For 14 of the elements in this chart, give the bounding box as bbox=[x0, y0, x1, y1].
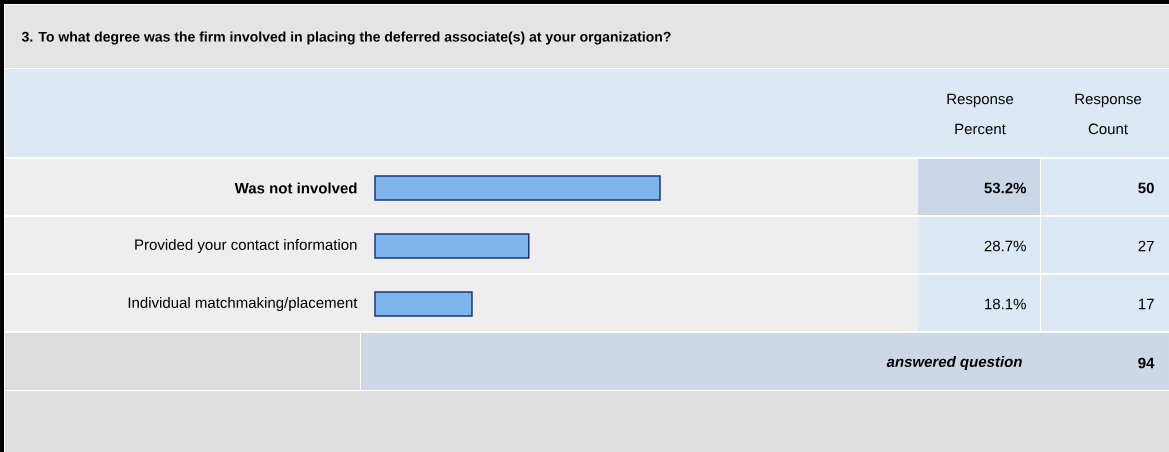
text: 50 bbox=[1138, 182, 1154, 194]
text: 27 bbox=[1138, 240, 1154, 252]
data-label: 18.1% bbox=[985, 298, 1026, 310]
y-tick-label: Was not involved bbox=[234, 182, 357, 194]
y-tick-label: Individual matchmaking/placement bbox=[128, 297, 358, 311]
text: answered question bbox=[886, 356, 1022, 370]
data-label: 28.7% bbox=[984, 240, 1026, 252]
text: 17 bbox=[1138, 298, 1154, 310]
chart-title: 3. To what degree was the firm involved in placing the deferred associate(s) at your organization? bbox=[21, 31, 671, 45]
text: Response Count bbox=[1075, 93, 1142, 135]
text: Response Percent bbox=[947, 93, 1014, 135]
text: 94 bbox=[1138, 357, 1155, 369]
y-tick-label: Provided your contact information bbox=[135, 239, 357, 253]
data-label: 53.2% bbox=[984, 182, 1027, 194]
